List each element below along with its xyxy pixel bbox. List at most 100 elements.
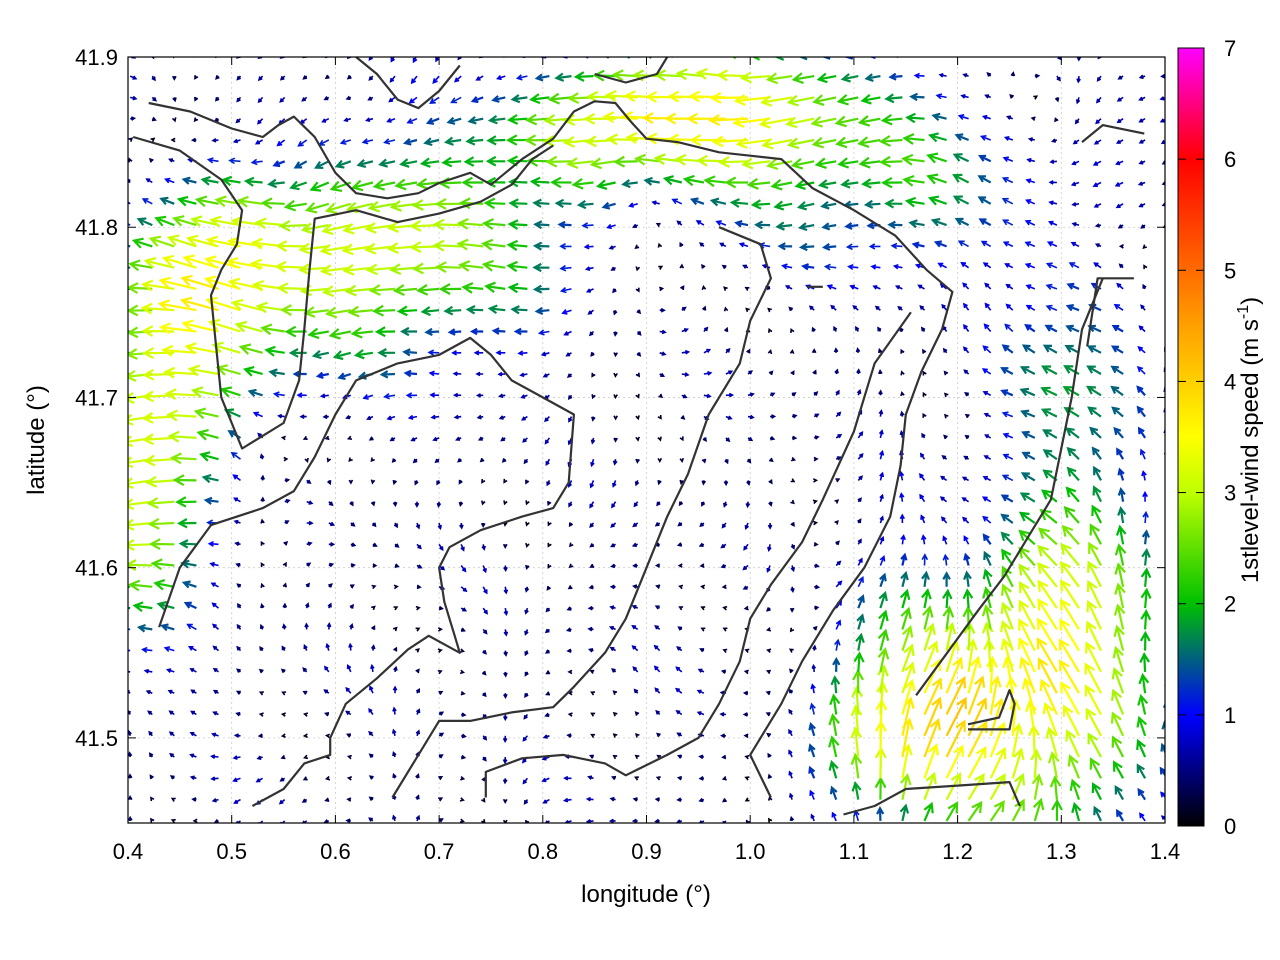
wind-vector (1058, 659, 1080, 694)
wind-vector (1059, 618, 1080, 652)
wind-vector (858, 156, 881, 169)
wind-vector (159, 196, 175, 206)
wind-vector (1166, 516, 1170, 523)
wind-vector (678, 584, 684, 590)
wind-vector (1042, 449, 1058, 461)
wind-vector (1071, 222, 1080, 227)
wind-vector (460, 543, 465, 552)
wind-vector (634, 480, 640, 487)
wind-vector (1000, 389, 1014, 397)
wind-vector (459, 648, 465, 653)
wind-vector (542, 734, 550, 739)
wind-vector (264, 345, 285, 357)
wind-vector (476, 414, 484, 420)
wind-vector (544, 712, 550, 718)
wind-vector (808, 765, 816, 779)
wind-vector (855, 632, 865, 651)
wind-vector (942, 53, 947, 56)
wind-vector (952, 153, 970, 163)
wind-vector (941, 303, 948, 311)
wind-vector (720, 733, 726, 739)
wind-vector (635, 266, 641, 272)
wind-vector (888, 72, 903, 81)
wind-vector (923, 801, 934, 822)
wind-vector (1112, 760, 1125, 779)
wind-vector (1094, 223, 1102, 228)
wind-vector (345, 818, 351, 823)
wind-vector (1166, 245, 1169, 248)
wind-vector (920, 534, 927, 545)
wind-vector (768, 501, 773, 507)
wind-vector (243, 176, 263, 187)
wind-vector (1118, 243, 1124, 249)
wind-vector (790, 565, 796, 573)
wind-vector (1114, 562, 1126, 588)
wind-vector (435, 57, 440, 63)
wind-vector (785, 116, 815, 129)
wind-vector (1069, 778, 1081, 800)
wind-vector (773, 200, 793, 211)
wind-vector (368, 753, 374, 759)
wind-vector (178, 539, 197, 549)
wind-vector (128, 304, 153, 317)
wind-vector (982, 262, 992, 269)
wind-vector (921, 588, 932, 609)
wind-vector (1093, 262, 1102, 269)
wind-vector (784, 285, 793, 290)
wind-vector (686, 112, 726, 125)
wind-vector (635, 415, 640, 421)
wind-vector (346, 435, 353, 440)
wind-vector (1140, 609, 1152, 630)
wind-vector (147, 710, 153, 716)
wind-vector (850, 752, 863, 779)
wind-vector (1017, 637, 1036, 673)
wind-vector (565, 627, 572, 632)
wind-vector (589, 669, 595, 674)
wind-vector (279, 820, 286, 823)
wind-vector (589, 501, 595, 509)
wind-vector (609, 796, 616, 802)
wind-vector (1011, 747, 1025, 779)
wind-vector (702, 437, 708, 443)
wind-vector (750, 199, 771, 210)
wind-vector (982, 391, 992, 397)
wind-vector (879, 515, 884, 524)
wind-vector (545, 607, 551, 613)
wind-vector (415, 648, 420, 653)
wind-vector (984, 302, 992, 311)
wind-vector (835, 411, 842, 418)
wind-vector (890, 242, 903, 250)
wind-vector (814, 584, 821, 590)
wind-vector (963, 621, 976, 651)
wind-vector (393, 584, 399, 590)
wind-vector (469, 327, 484, 336)
wind-vector (980, 240, 992, 248)
wind-vector (1009, 93, 1014, 99)
wind-vector (631, 624, 639, 631)
wind-vector (438, 711, 445, 716)
wind-vector (775, 221, 793, 231)
wind-vector (813, 541, 819, 547)
wind-vector (845, 243, 859, 251)
wind-vector (1071, 801, 1082, 822)
wind-vector (1140, 587, 1152, 609)
wind-vector (900, 552, 908, 566)
wind-vector (1111, 735, 1125, 758)
wind-vector (128, 579, 153, 592)
wind-vector (1118, 263, 1124, 269)
wind-vector (654, 563, 660, 568)
wind-vector (432, 239, 462, 252)
wind-vector (657, 436, 662, 442)
wind-vector (927, 132, 947, 143)
wind-vector (438, 818, 444, 823)
wind-vector (788, 770, 793, 779)
wind-vector (342, 263, 374, 276)
wind-vector (319, 264, 351, 277)
wind-vector (1000, 637, 1014, 673)
wind-vector (1005, 303, 1014, 311)
wind-vector (1159, 118, 1165, 123)
wind-vector (821, 242, 837, 251)
wind-vector (167, 430, 197, 443)
wind-vector (378, 158, 396, 168)
wind-vector (260, 582, 265, 588)
